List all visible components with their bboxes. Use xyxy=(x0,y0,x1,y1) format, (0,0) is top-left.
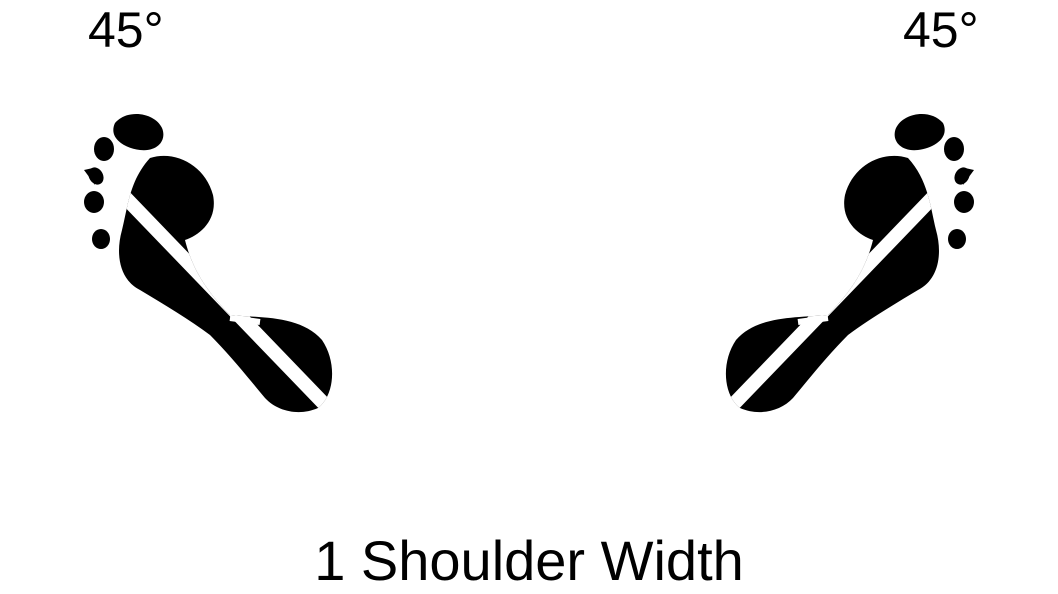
right-angle-label: 45° xyxy=(903,2,979,58)
left-angle-label: 45° xyxy=(88,2,164,58)
left-toes xyxy=(84,113,164,249)
right-toes xyxy=(894,113,974,249)
shoulder-width-caption: 1 Shoulder Width xyxy=(314,529,744,592)
